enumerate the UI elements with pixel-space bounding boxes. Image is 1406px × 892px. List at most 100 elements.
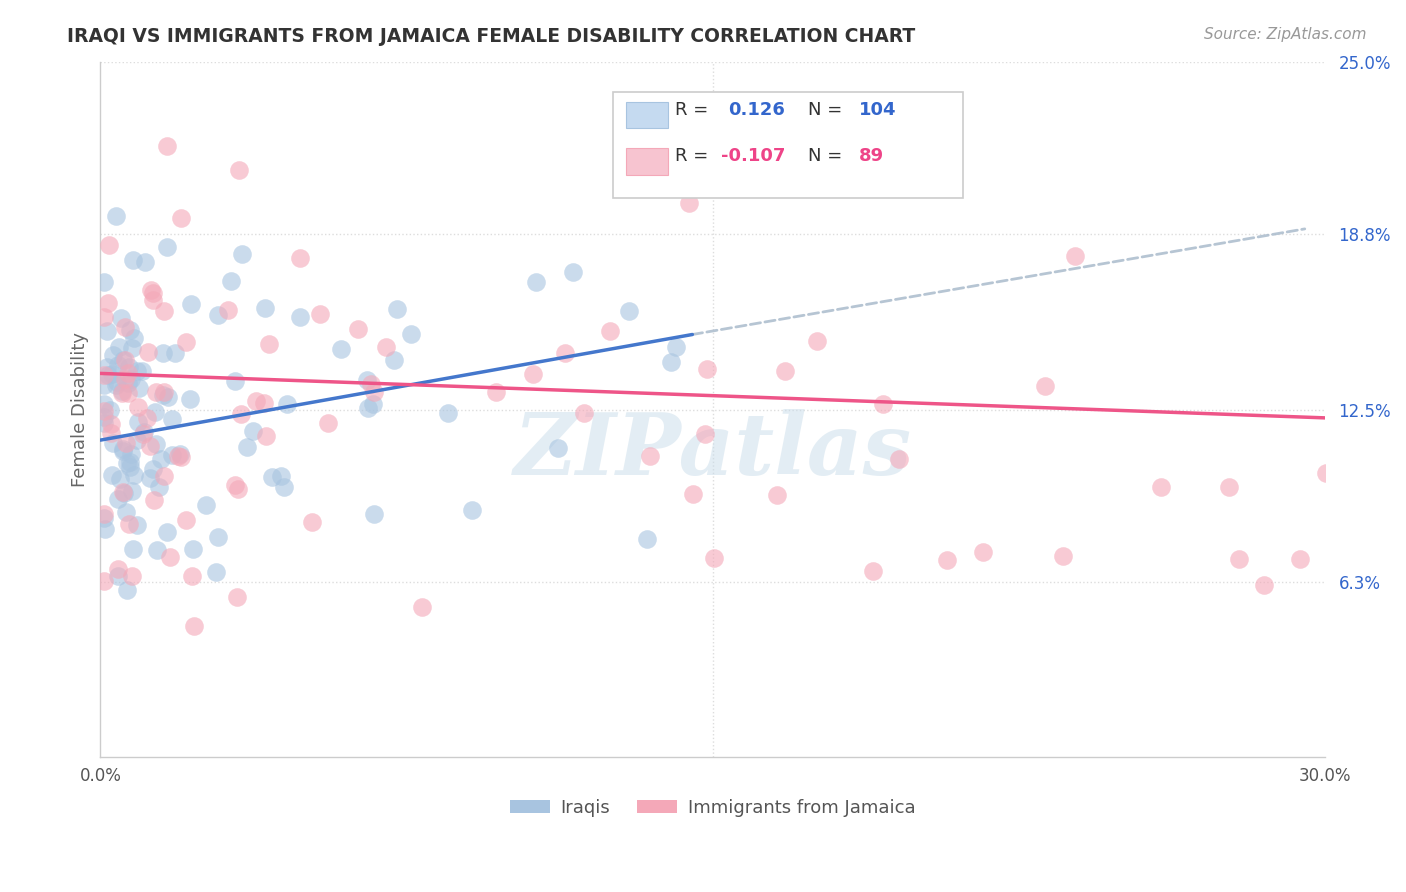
Point bbox=[93, 416, 115, 430]
Point bbox=[360, 376, 382, 391]
Point bbox=[695, 426, 717, 441]
Point bbox=[245, 393, 267, 408]
Point bbox=[170, 450, 193, 465]
Point bbox=[139, 283, 162, 297]
Point bbox=[181, 569, 204, 583]
Point bbox=[145, 384, 167, 399]
Point bbox=[1289, 551, 1312, 566]
Point bbox=[636, 532, 658, 546]
Point bbox=[135, 411, 157, 425]
Point bbox=[157, 390, 180, 404]
Point bbox=[437, 406, 460, 420]
Point bbox=[936, 553, 959, 567]
Point bbox=[136, 345, 159, 359]
Point bbox=[114, 352, 136, 367]
Point bbox=[124, 468, 146, 483]
Point bbox=[112, 486, 135, 500]
Point bbox=[148, 480, 170, 494]
Text: R =: R = bbox=[675, 147, 709, 165]
Legend: Iraqis, Immigrants from Jamaica: Iraqis, Immigrants from Jamaica bbox=[503, 792, 922, 824]
Point bbox=[972, 545, 994, 559]
Point bbox=[93, 275, 115, 289]
Point bbox=[121, 569, 143, 583]
Point bbox=[153, 384, 176, 399]
Point bbox=[659, 355, 682, 369]
Point bbox=[111, 352, 134, 367]
Point bbox=[93, 404, 115, 418]
Point bbox=[152, 304, 174, 318]
Point bbox=[205, 565, 228, 579]
Point bbox=[221, 274, 243, 288]
Point bbox=[131, 427, 153, 442]
Point bbox=[260, 469, 283, 483]
Point bbox=[152, 468, 174, 483]
Point bbox=[110, 310, 132, 325]
Point bbox=[522, 367, 544, 381]
Text: IRAQI VS IMMIGRANTS FROM JAMAICA FEMALE DISABILITY CORRELATION CHART: IRAQI VS IMMIGRANTS FROM JAMAICA FEMALE … bbox=[67, 27, 915, 45]
Point bbox=[357, 401, 380, 416]
Point bbox=[356, 373, 378, 387]
Point bbox=[574, 406, 596, 420]
Point bbox=[93, 508, 115, 522]
Text: Source: ZipAtlas.com: Source: ZipAtlas.com bbox=[1204, 27, 1367, 42]
Point bbox=[599, 325, 621, 339]
Point bbox=[169, 211, 191, 225]
Point bbox=[122, 253, 145, 268]
Point bbox=[309, 307, 332, 321]
Point bbox=[111, 384, 134, 399]
Point bbox=[145, 543, 167, 558]
Point bbox=[138, 470, 160, 484]
Point bbox=[117, 386, 139, 401]
Point bbox=[128, 382, 150, 396]
Point bbox=[143, 405, 166, 419]
Point bbox=[696, 361, 718, 376]
Point bbox=[93, 409, 115, 424]
Point bbox=[253, 301, 276, 315]
Point bbox=[134, 255, 156, 269]
Text: 0.126: 0.126 bbox=[728, 101, 785, 119]
Point bbox=[115, 456, 138, 470]
Point bbox=[385, 301, 408, 316]
Point bbox=[97, 296, 120, 310]
Point bbox=[96, 324, 118, 338]
Point bbox=[93, 397, 115, 411]
Point bbox=[143, 492, 166, 507]
Point bbox=[117, 360, 139, 375]
Point bbox=[105, 375, 128, 389]
Point bbox=[156, 240, 179, 254]
Point bbox=[166, 450, 188, 464]
Text: 104: 104 bbox=[859, 101, 897, 119]
Point bbox=[100, 417, 122, 432]
Point bbox=[617, 303, 640, 318]
Point bbox=[98, 402, 121, 417]
Point bbox=[207, 530, 229, 544]
Point bbox=[100, 425, 122, 440]
Point bbox=[114, 320, 136, 334]
Point bbox=[194, 498, 217, 512]
Point bbox=[1035, 379, 1057, 393]
Point bbox=[806, 334, 828, 349]
Point bbox=[217, 303, 239, 318]
Point bbox=[226, 482, 249, 496]
Point bbox=[254, 429, 277, 443]
Point bbox=[329, 342, 352, 356]
Point bbox=[101, 367, 124, 381]
Point bbox=[93, 574, 115, 588]
Point bbox=[382, 353, 405, 368]
Point bbox=[180, 296, 202, 310]
Point bbox=[160, 412, 183, 426]
Point bbox=[125, 518, 148, 533]
Point bbox=[889, 452, 911, 467]
Point bbox=[98, 238, 121, 252]
Point bbox=[399, 326, 422, 341]
Point bbox=[118, 323, 141, 337]
Point bbox=[94, 521, 117, 535]
Point bbox=[181, 542, 204, 557]
Point bbox=[1218, 480, 1240, 494]
Point bbox=[174, 513, 197, 527]
Point bbox=[638, 450, 661, 464]
Point bbox=[114, 371, 136, 385]
Text: R =: R = bbox=[675, 101, 709, 119]
Point bbox=[703, 550, 725, 565]
Point bbox=[183, 618, 205, 632]
